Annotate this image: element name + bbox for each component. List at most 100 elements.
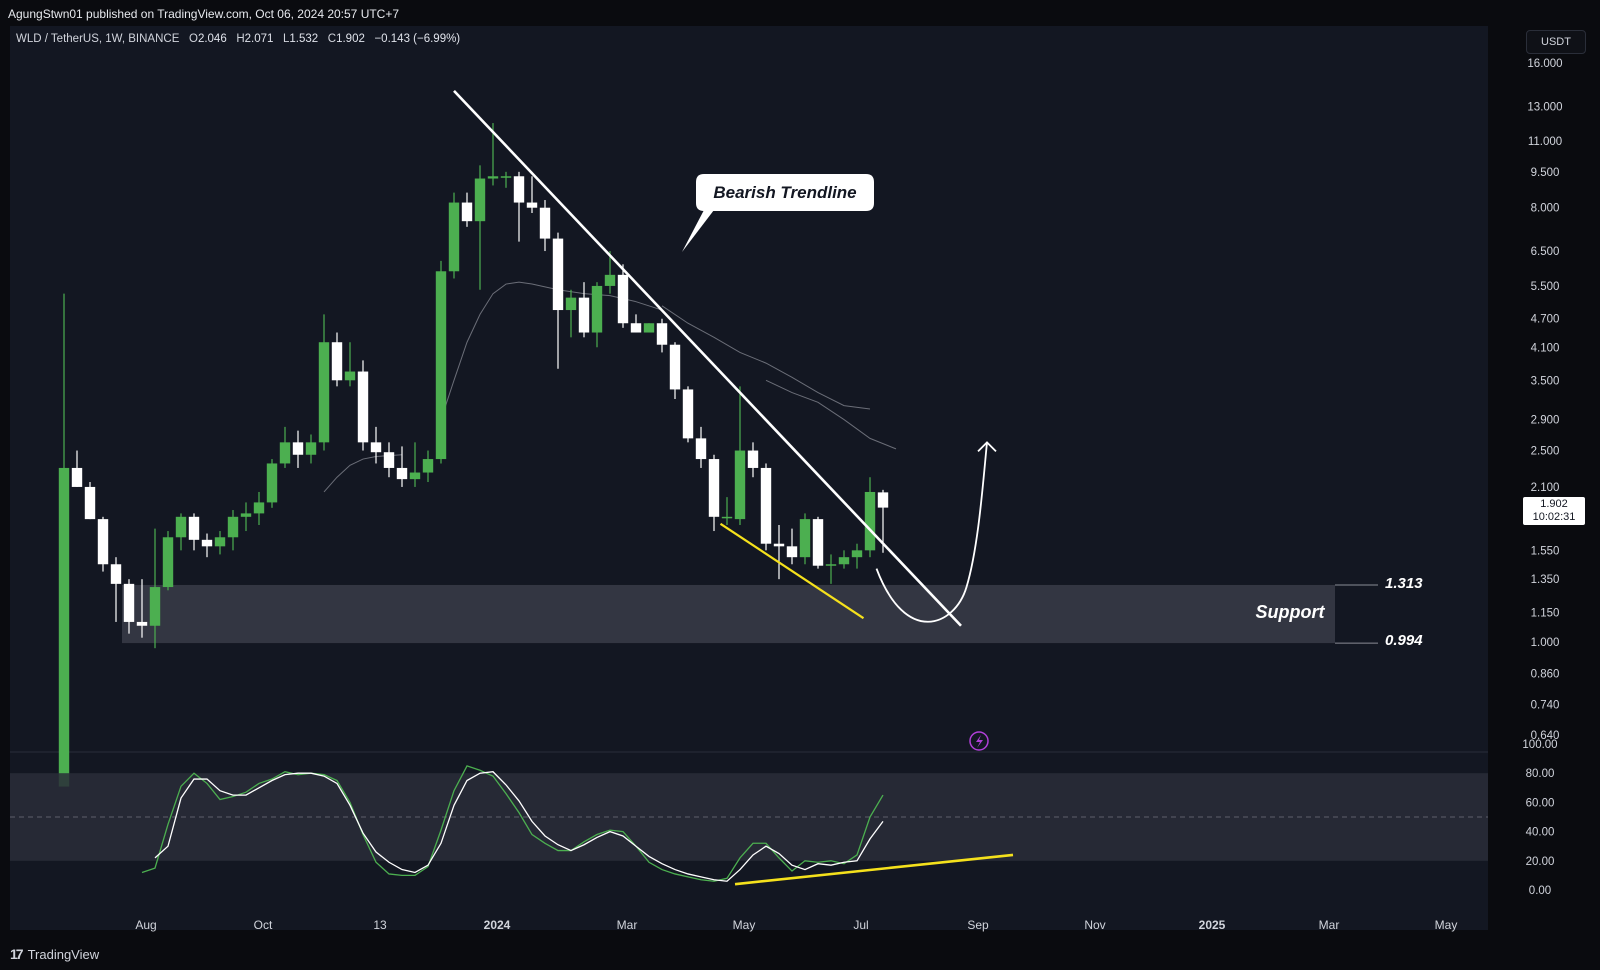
publish-info: AgungStwn01 published on TradingView.com… [8, 7, 400, 21]
candle [591, 282, 603, 348]
support-label: Support [1256, 602, 1326, 622]
candle-body [396, 467, 408, 480]
currency-button[interactable]: USDT [1526, 30, 1586, 54]
candle-body [721, 516, 733, 519]
candle [513, 171, 525, 242]
candle [188, 513, 200, 551]
trendline-callout: Bearish Trendline [682, 174, 874, 252]
candle-series [58, 123, 889, 787]
stoch-tick-label: 60.00 [1526, 797, 1555, 809]
candle-body [682, 389, 694, 439]
candle-body [240, 513, 252, 517]
candle [240, 502, 252, 532]
candle [838, 550, 850, 569]
candle [175, 513, 187, 551]
candle [305, 434, 317, 464]
time-tick-label: Nov [1084, 918, 1105, 932]
candle [162, 531, 174, 591]
last-price-tag: 1.902 10:02:31 [1523, 497, 1585, 525]
candle [344, 342, 356, 387]
candle [695, 426, 707, 468]
price-tick-label: 2.100 [1531, 482, 1560, 494]
price-tick-label: 4.700 [1531, 314, 1560, 326]
time-tick-label: Jul [853, 918, 868, 932]
candle [123, 579, 135, 634]
candle-body [630, 323, 642, 333]
projection-arrow [875, 442, 988, 623]
price-tick-label: 16.000 [1527, 58, 1562, 70]
candle [617, 264, 629, 328]
candle-body [461, 202, 473, 222]
candle [474, 165, 486, 290]
candle-body [123, 583, 135, 622]
candle-body [656, 323, 668, 345]
brand-name: TradingView [27, 946, 100, 962]
candle-body [344, 371, 356, 381]
support-low-label: 0.994 [1385, 632, 1423, 649]
candle [552, 232, 564, 369]
candle-body [747, 450, 759, 468]
time-tick-label: Sep [967, 918, 989, 932]
candle [318, 314, 330, 451]
price-tick-label: 2.500 [1531, 446, 1560, 458]
close-value: 1.902 [336, 33, 365, 45]
time-tick-label: Oct [254, 918, 273, 932]
price-tick-label: 2.900 [1531, 415, 1560, 427]
candle-body [435, 271, 447, 460]
candle [825, 554, 837, 584]
trendline-label: Bearish Trendline [713, 183, 856, 202]
price-divergence-line [719, 522, 865, 620]
candle [526, 176, 538, 213]
symbol-legend[interactable]: WLD / TetherUS, 1W, BINANCE O2.046 H2.07… [16, 33, 460, 45]
candle-body [422, 459, 434, 473]
candle [643, 323, 655, 333]
candle [630, 314, 642, 333]
candle [773, 524, 785, 580]
candle [461, 192, 473, 227]
candle [786, 528, 798, 565]
candle-body [227, 516, 239, 538]
stoch-tick-label: 20.00 [1526, 856, 1555, 868]
candle-body [305, 442, 317, 455]
stoch-k-line [141, 765, 884, 882]
price-tick-label: 8.000 [1531, 203, 1560, 215]
candle [799, 513, 811, 565]
candle-body [825, 564, 837, 566]
candle-body [591, 285, 603, 333]
candle [604, 251, 616, 294]
candle [110, 557, 122, 622]
lightning-icon[interactable] [969, 731, 989, 751]
candle [448, 192, 460, 279]
stoch-tick-label: 0.00 [1529, 885, 1551, 897]
bearish-trendline [453, 89, 962, 627]
price-tick-label: 1.000 [1531, 637, 1560, 649]
support-high-label: 1.313 [1385, 575, 1423, 592]
candle-body [331, 342, 343, 381]
candle-body [578, 297, 590, 333]
candle [253, 491, 265, 525]
candle [409, 442, 421, 487]
moving-average-line [661, 305, 871, 410]
candle-body [149, 587, 161, 626]
candle-body [409, 472, 421, 480]
candle [266, 459, 278, 508]
footer-brand[interactable]: 17 TradingView [10, 946, 99, 962]
candle [84, 482, 96, 520]
candle [422, 450, 434, 483]
candle-body [513, 176, 525, 203]
candle [396, 446, 408, 487]
candle-body [552, 238, 564, 311]
candle-body [84, 486, 96, 520]
candle [383, 442, 395, 478]
time-axis: Aug Oct 13 2024 Mar May Jul Sep Nov 2025 Mar May [135, 918, 1457, 932]
symbol-name: WLD / TetherUS, 1W, BINANCE [16, 33, 180, 45]
candle-body [695, 438, 707, 460]
open-value: 2.046 [197, 33, 227, 45]
candle-body [877, 492, 889, 508]
candle-body [565, 297, 577, 311]
candle [760, 463, 772, 551]
price-tick-label: 0.740 [1531, 700, 1560, 712]
candle-body [58, 467, 70, 787]
candle-body [487, 176, 499, 179]
